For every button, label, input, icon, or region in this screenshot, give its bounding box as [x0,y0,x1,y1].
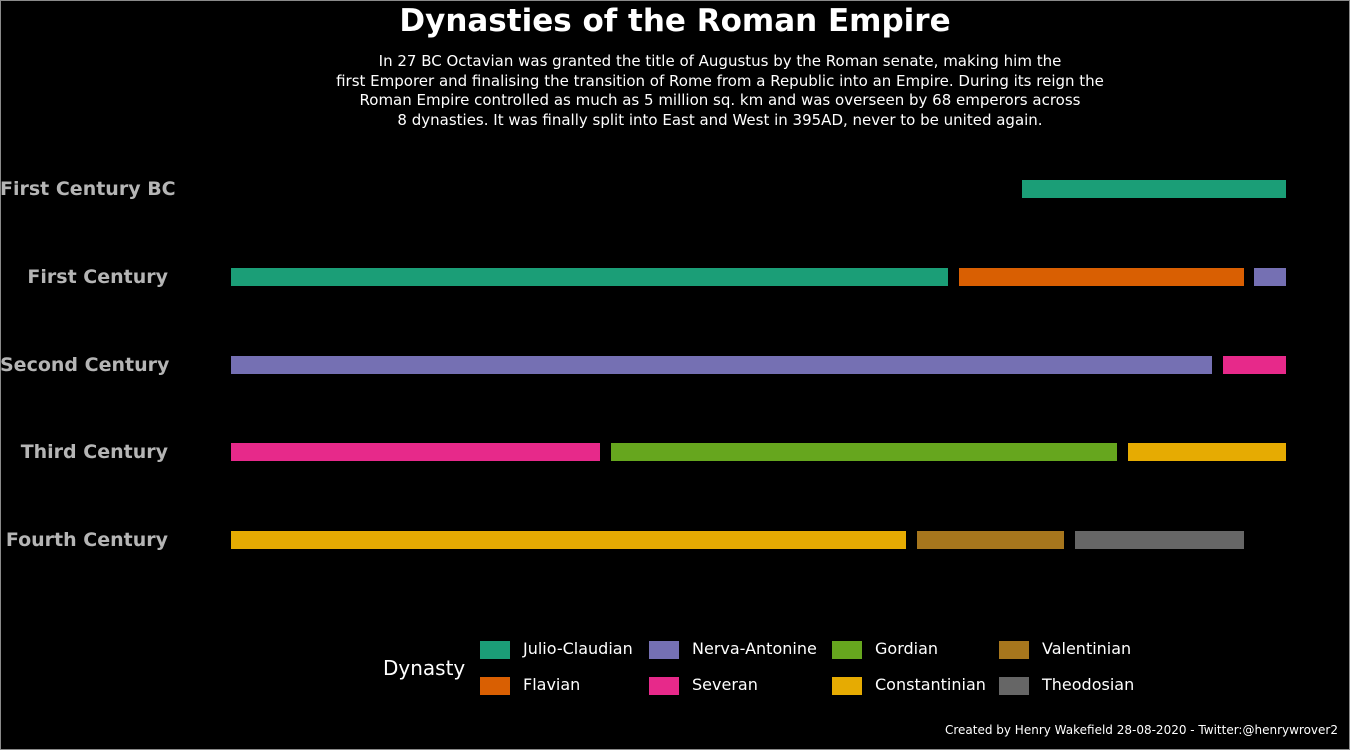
bar-valentinian [916,531,1065,549]
legend-label: Constantinian [875,675,986,694]
bar-theodosian [1075,531,1244,549]
y-tick-label: First Century [27,266,168,288]
bar-constantinian [1127,443,1286,461]
bar-severan [231,443,601,461]
legend-swatch [832,641,862,659]
legend-swatch [999,677,1029,695]
y-tick-label: Fourth Century [5,529,168,551]
y-tick-label: First Century BC [0,178,176,200]
subtitle-line: Roman Empire controlled as much as 5 mil… [359,91,1081,109]
bar-severan [1222,356,1286,374]
legend-label: Julio-Claudian [523,639,633,658]
bar-julio-claudian [231,268,949,286]
legend-swatch [649,677,679,695]
chart-subtitle: In 27 BC Octavian was granted the title … [300,52,1140,130]
bar-gordian [610,443,1118,461]
subtitle-line: first Emporer and finalising the transit… [336,71,1104,90]
chart-title: Dynasties of the Roman Empire [399,3,951,39]
bar-nerva-antonine [231,356,1213,374]
legend-label: Valentinian [1042,639,1132,658]
legend-swatch [480,677,510,695]
subtitle-line: In 27 BC Octavian was granted the title … [378,52,1062,70]
y-tick-label: Second Century [0,354,170,376]
legend-label: Nerva-Antonine [692,639,817,658]
caption: Created by Henry Wakefield 28-08-2020 - … [944,723,1338,737]
legend-label: Theodosian [1042,675,1135,694]
legend-swatch [480,641,510,659]
legend-label: Flavian [523,675,581,694]
legend-label: Severan [692,675,758,694]
legend-title: Dynasty [383,656,466,680]
legend-swatch [999,641,1029,659]
subtitle-line: 8 dynasties. It was finally split into E… [397,110,1043,129]
bar-nerva-antonine [1254,268,1286,286]
legend-label: Gordian [875,639,939,658]
y-tick-label: Third Century [20,441,168,463]
bar-constantinian [231,531,907,549]
bar-julio-claudian [1022,180,1286,198]
bar-flavian [958,268,1244,286]
legend-swatch [649,641,679,659]
legend-swatch [832,677,862,695]
